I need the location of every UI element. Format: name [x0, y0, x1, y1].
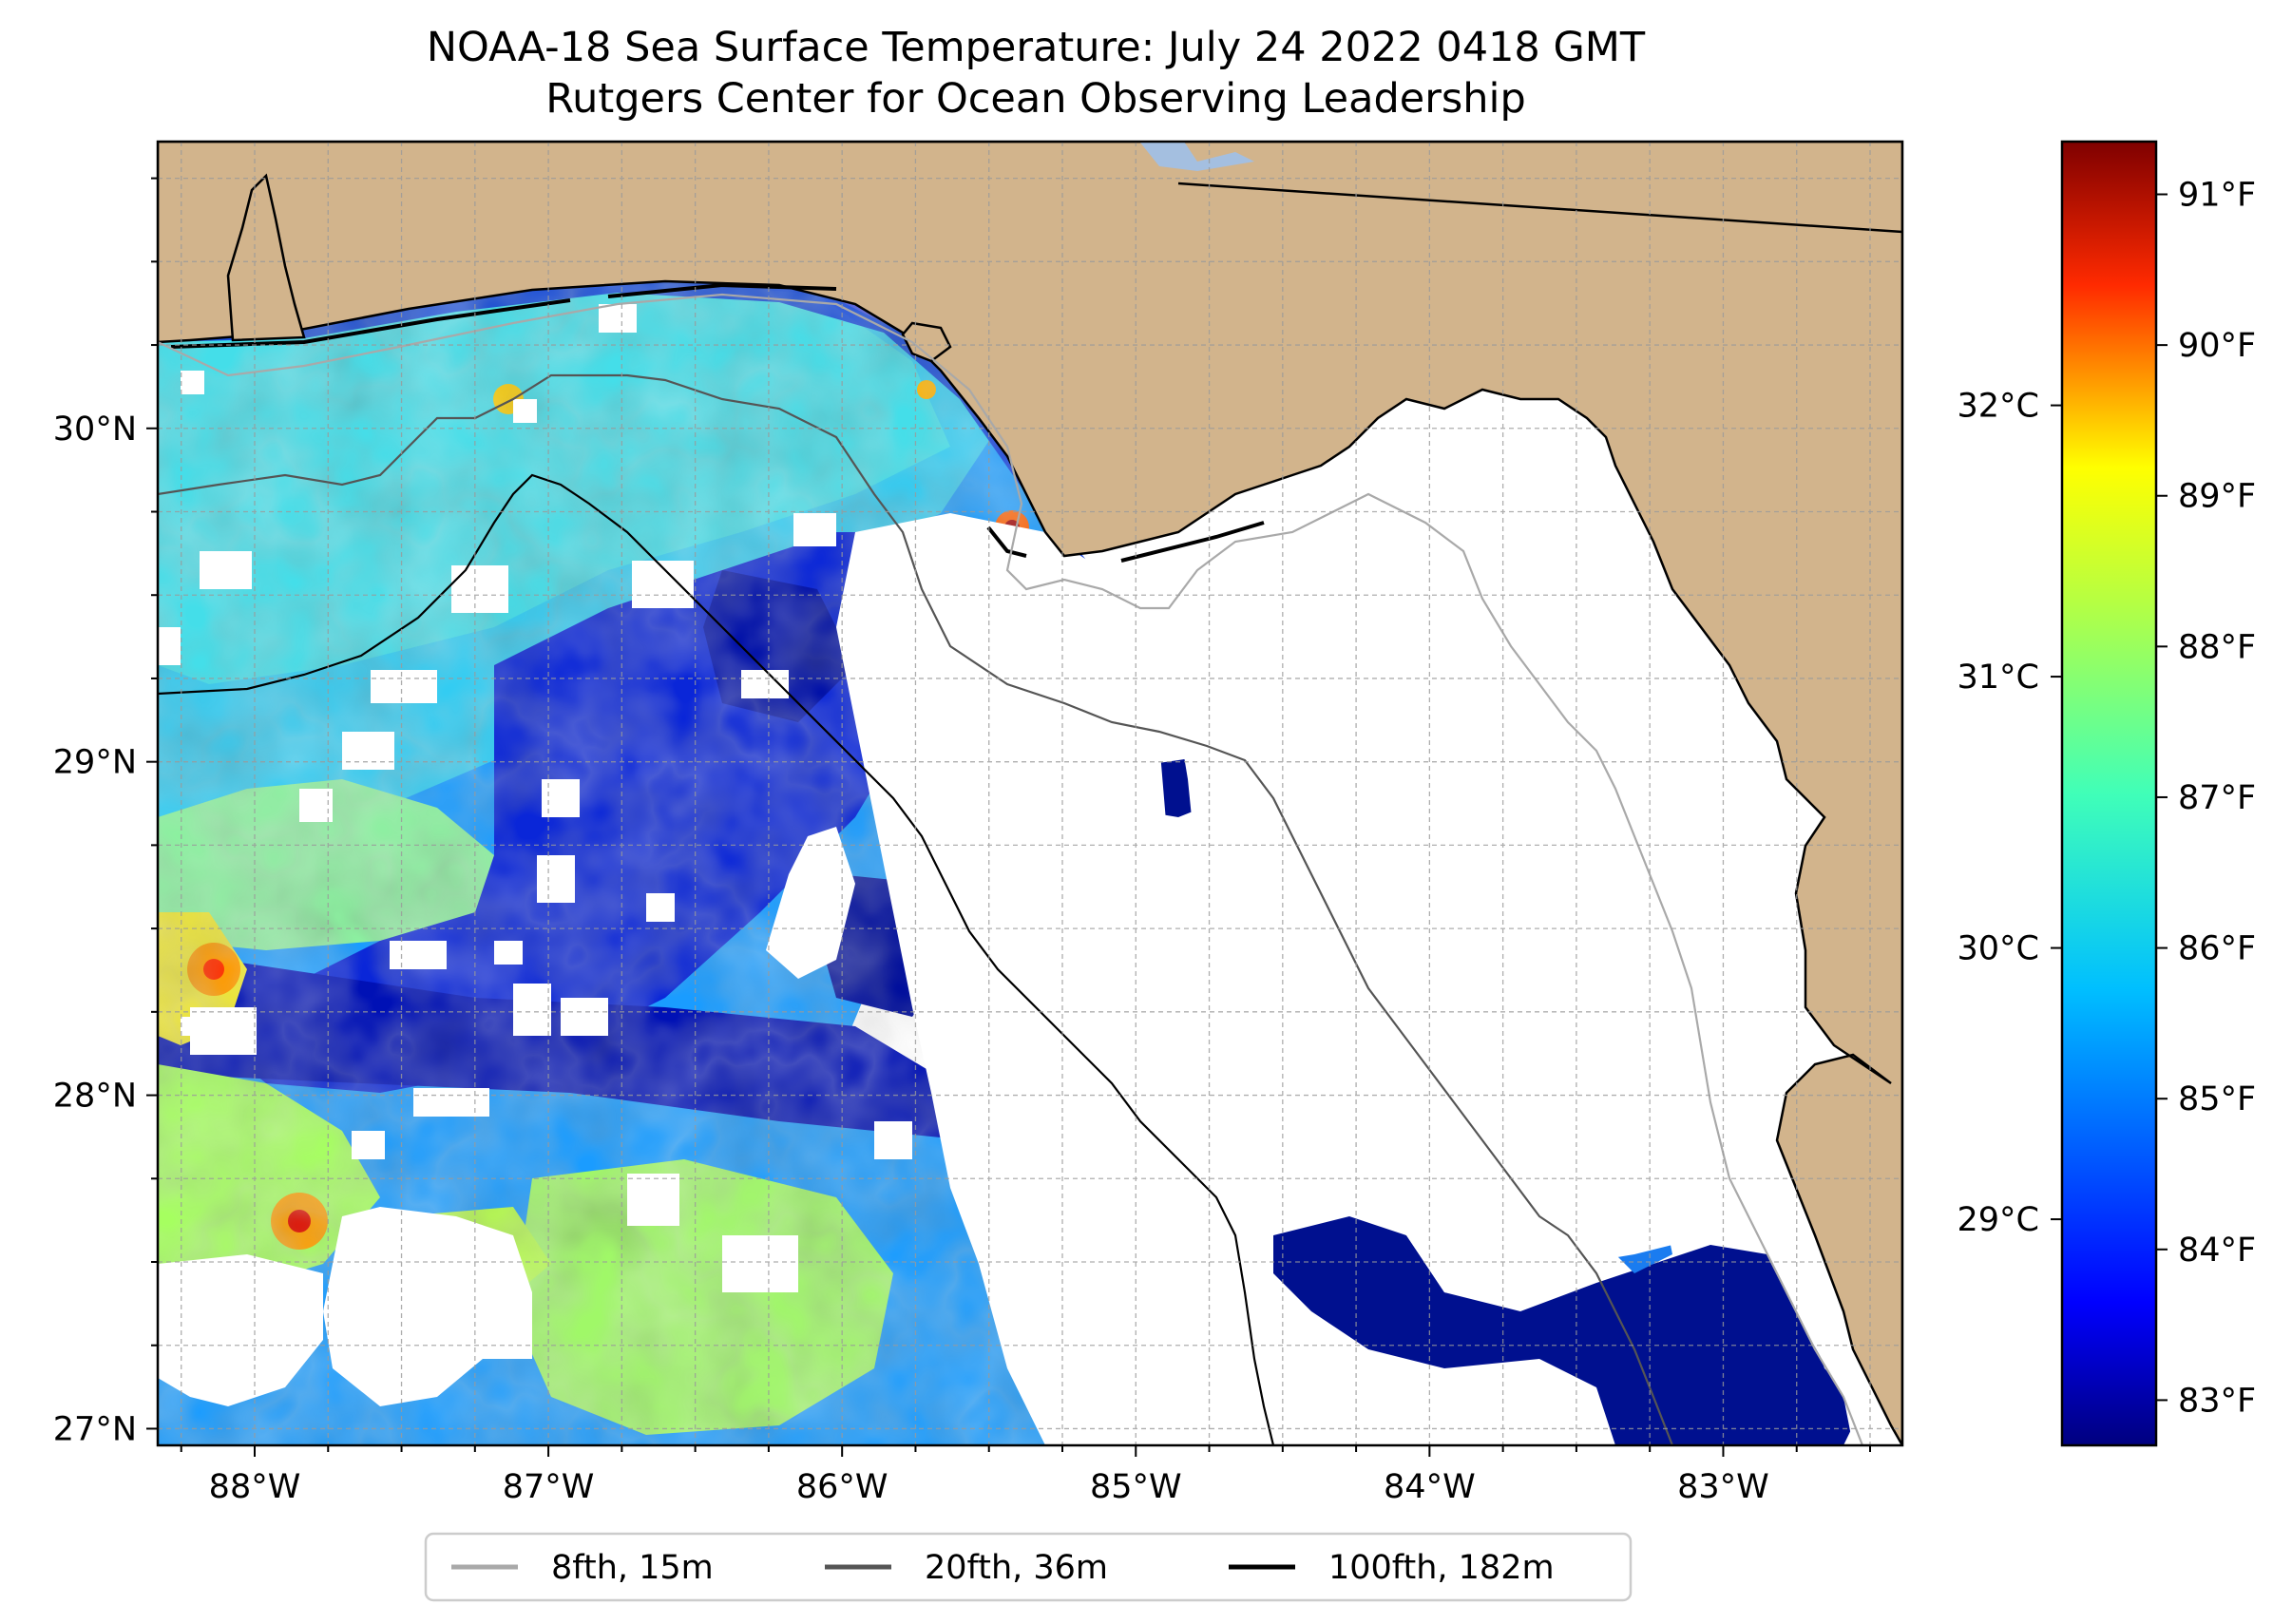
lake	[1140, 142, 1254, 171]
map-area	[158, 142, 1902, 1445]
lat-tick-label: 27°N	[53, 1410, 137, 1448]
colorbar-c-tick-label: 29°C	[1958, 1201, 2039, 1239]
lon-tick-label: 84°W	[1384, 1468, 1476, 1506]
colorbar-c-tick-label: 32°C	[1958, 388, 2039, 426]
colorbar-gradient	[2060, 140, 2158, 1447]
colorbar-c-tick-label: 30°C	[1958, 930, 2039, 968]
colorbar-f-tick-label: 90°F	[2178, 327, 2256, 365]
chart-title: NOAA-18 Sea Surface Temperature: July 24…	[426, 24, 1646, 71]
colorbar-f-tick-label: 84°F	[2178, 1232, 2256, 1270]
legend: 8fth, 15m 20fth, 36m 100fth, 182m	[424, 1532, 1633, 1602]
legend-box	[424, 1532, 1633, 1602]
legend-label: 20fth, 36m	[925, 1549, 1108, 1587]
colorbar-f-tick-label: 83°F	[2178, 1382, 2256, 1420]
colorbar-f-tick-label: 85°F	[2178, 1080, 2256, 1118]
colorbar-f-tick-label: 88°F	[2178, 628, 2256, 666]
legend-label: 100fth, 182m	[1328, 1549, 1555, 1587]
cloud-mask	[158, 304, 1902, 1445]
colorbar-f-tick-label: 89°F	[2178, 478, 2256, 516]
map-axes: 88°W 87°W 86°W 85°W 84°W 83°W 27°N 28°N 29°N 30°N	[53, 177, 1871, 1506]
chart-subtitle: Rutgers Center for Ocean Observing Leade…	[545, 75, 1526, 123]
lon-tick-label: 88°W	[209, 1468, 301, 1506]
lon-tick-label: 85°W	[1090, 1468, 1182, 1506]
colorbar-c-tick-label: 31°C	[1958, 659, 2039, 697]
colorbar-f-tick-label: 91°F	[2178, 177, 2256, 215]
colorbar: 83°F 84°F 85°F 86°F 87°F 88°F 89°F 90°F 91°F 29°…	[1958, 140, 2256, 1447]
colorbar-f-tick-label: 87°F	[2178, 779, 2256, 817]
state-boundary	[1177, 182, 1902, 234]
contour-20fth	[158, 373, 1674, 1445]
lon-tick-label: 83°W	[1677, 1468, 1769, 1506]
map-frame	[156, 140, 1904, 1447]
contour-8fth	[158, 293, 1864, 1445]
lat-tick-label: 29°N	[53, 744, 137, 782]
lon-tick-label: 87°W	[503, 1468, 595, 1506]
legend-label: 8fth, 15m	[551, 1549, 714, 1587]
lon-tick-label: 86°W	[796, 1468, 888, 1506]
lat-tick-label: 30°N	[53, 411, 137, 449]
land	[158, 142, 1902, 1445]
colorbar-f-tick-label: 86°F	[2178, 930, 2256, 968]
gridlines	[158, 142, 1902, 1445]
lat-tick-label: 28°N	[53, 1078, 137, 1116]
